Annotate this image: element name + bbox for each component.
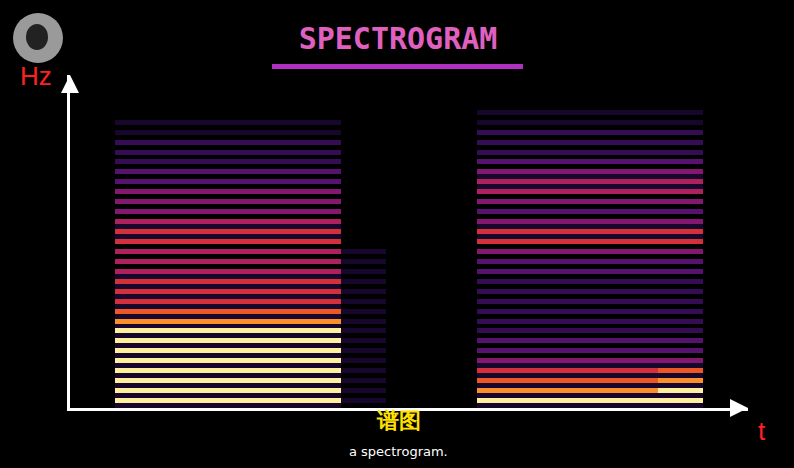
svg-text:SPECTROGRAM: SPECTROGRAM	[299, 21, 498, 56]
svg-text:t: t	[758, 416, 766, 446]
svg-text:Hz: Hz	[20, 61, 52, 91]
svg-text:a spectrogram.: a spectrogram.	[349, 444, 448, 459]
svg-text:谱图: 谱图	[376, 408, 421, 433]
